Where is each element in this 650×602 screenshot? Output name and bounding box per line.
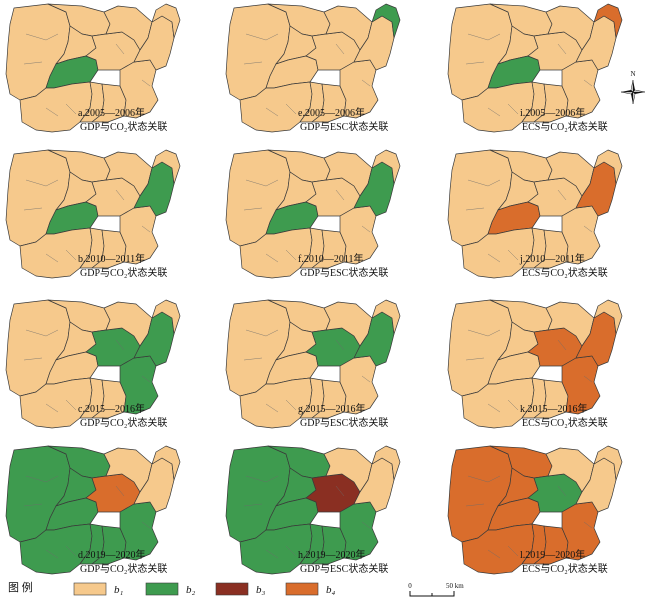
legend-items: b₁ b₂ b₃ b₄ <box>73 582 336 596</box>
region-d1 <box>151 3 181 39</box>
caption-period-d: d.2019—2020年 <box>78 548 146 561</box>
caption-period-c: c.2015—2016年 <box>78 402 145 415</box>
county-lines <box>243 179 371 263</box>
scale-zero: 0 <box>408 582 412 590</box>
caption-period-a: a.2005—2006年 <box>78 106 145 119</box>
region-d2 <box>133 311 175 367</box>
caption-period-l: l.2019—2020年 <box>520 548 585 561</box>
county-lines <box>23 179 151 263</box>
county-lines <box>23 475 151 559</box>
caption-relation-f: GDP与ESC状态关联 <box>300 266 388 279</box>
region-d1 <box>593 299 623 335</box>
caption-relation-a: GDP与CO₂状态关联 <box>80 120 167 133</box>
region-d2 <box>575 311 617 367</box>
region-d2 <box>575 457 617 513</box>
region-d1 <box>371 149 401 185</box>
caption-period-k: k.2015—2016年 <box>520 402 588 415</box>
region-d2 <box>575 161 617 217</box>
caption-period-j: j.2010—2011年 <box>519 252 585 265</box>
region-d2 <box>133 15 175 71</box>
legend-swatch-b3 <box>215 582 249 596</box>
region-d2 <box>353 457 395 513</box>
legend-label-b3: b₃ <box>256 584 266 596</box>
caption-relation-j: ECS与CO₂状态关联 <box>522 266 608 279</box>
county-lines <box>465 179 593 263</box>
legend-label-b4: b₄ <box>326 584 336 596</box>
legend-title: 图 例 <box>8 580 33 594</box>
north-arrow-icon: N <box>620 70 646 105</box>
caption-relation-k: ECS与CO₂状态关联 <box>522 416 608 429</box>
caption-relation-e: GDP与ESC状态关联 <box>300 120 388 133</box>
caption-period-b: b.2010—2011年 <box>78 252 145 265</box>
caption-period-e: e.2005—2006年 <box>298 106 365 119</box>
region-d1 <box>151 149 181 185</box>
county-lines <box>465 329 593 413</box>
region-d2 <box>353 15 395 71</box>
region-d2 <box>353 311 395 367</box>
legend-label-b2: b₂ <box>186 584 196 596</box>
region-d1 <box>151 299 181 335</box>
caption-relation-g: GDP与ESC状态关联 <box>300 416 388 429</box>
legend-swatch-b4 <box>285 582 319 596</box>
region-d1 <box>593 445 623 481</box>
legend-swatch-b1 <box>73 582 107 596</box>
north-label: N <box>630 70 635 78</box>
region-d1 <box>593 149 623 185</box>
region-d1 <box>371 3 401 39</box>
caption-relation-d: GDP与CO₂状态关联 <box>80 562 167 575</box>
scale-label: 50 km <box>446 582 464 590</box>
region-d1 <box>593 3 623 39</box>
region-d2 <box>133 161 175 217</box>
map-panels: a.2005—2006年GDP与CO₂状态关联e.2005—2006年GDP与E… <box>5 3 623 575</box>
county-lines <box>243 329 371 413</box>
caption-relation-l: ECS与CO₂状态关联 <box>522 562 608 575</box>
caption-relation-h: GDP与ESC状态关联 <box>300 562 388 575</box>
caption-relation-c: GDP与CO₂状态关联 <box>80 416 167 429</box>
scale-bar: 0 50 km <box>408 582 464 597</box>
region-d2 <box>133 457 175 513</box>
caption-period-g: g.2015—2016年 <box>298 402 366 415</box>
county-lines <box>23 33 151 117</box>
caption-period-i: i.2005—2006年 <box>520 106 585 119</box>
county-lines <box>243 475 371 559</box>
region-d1 <box>151 445 181 481</box>
region-d1 <box>371 445 401 481</box>
region-d1 <box>371 299 401 335</box>
caption-relation-i: ECS与CO₂状态关联 <box>522 120 608 133</box>
region-d2 <box>575 15 617 71</box>
county-lines <box>465 475 593 559</box>
region-d2 <box>353 161 395 217</box>
county-lines <box>23 329 151 413</box>
caption-period-f: f.2010—2011年 <box>298 252 363 265</box>
county-lines <box>465 33 593 117</box>
caption-period-h: h.2019—2020年 <box>298 548 366 561</box>
legend-label-b1: b₁ <box>114 584 124 596</box>
caption-relation-b: GDP与CO₂状态关联 <box>80 266 167 279</box>
county-lines <box>243 33 371 117</box>
legend-swatch-b2 <box>145 582 179 596</box>
legend: 图 例 b₁ b₂ b₃ b₄ <box>8 580 336 596</box>
